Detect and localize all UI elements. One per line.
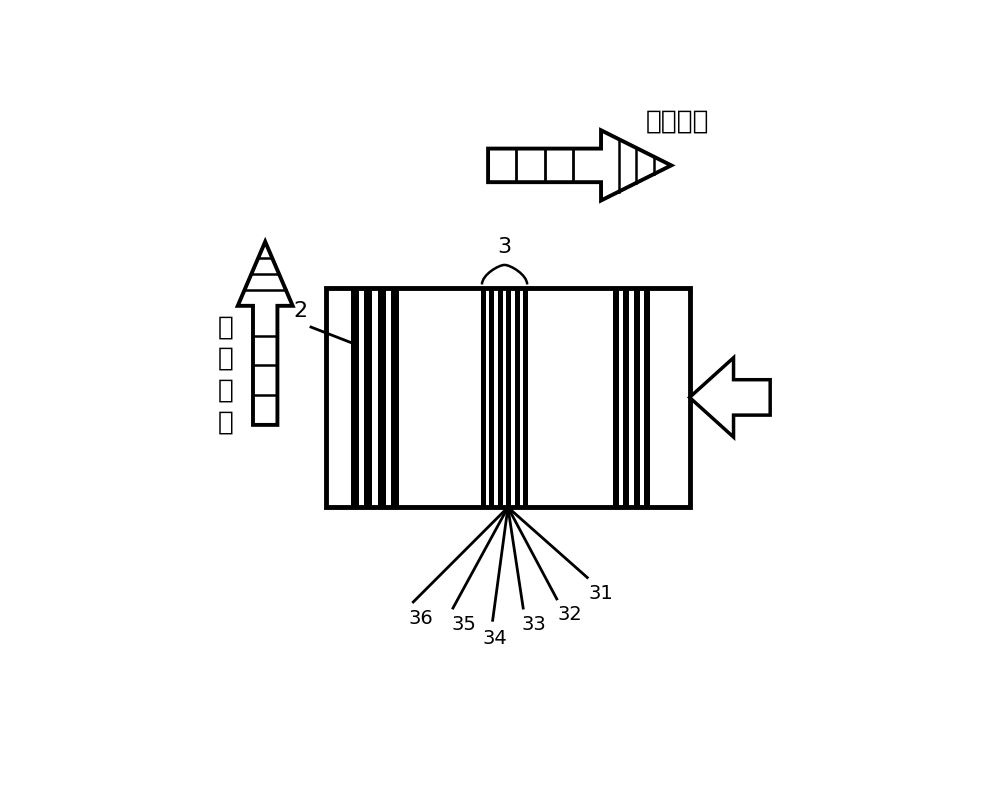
Bar xyxy=(326,288,690,508)
Bar xyxy=(613,288,619,508)
Text: 第一方向: 第一方向 xyxy=(646,109,709,135)
Bar xyxy=(634,288,640,508)
Bar xyxy=(489,288,494,508)
Text: 35: 35 xyxy=(452,615,476,634)
Text: 第: 第 xyxy=(218,314,233,340)
Bar xyxy=(623,288,629,508)
Bar xyxy=(515,288,520,508)
Bar xyxy=(498,288,503,508)
Text: 2: 2 xyxy=(294,301,308,321)
Text: 3: 3 xyxy=(497,237,512,257)
Polygon shape xyxy=(238,242,293,425)
Text: 36: 36 xyxy=(408,609,433,628)
Text: 方: 方 xyxy=(218,377,233,404)
Bar xyxy=(351,288,359,508)
Bar xyxy=(481,288,486,508)
Bar xyxy=(378,288,386,508)
Bar xyxy=(364,288,372,508)
Bar xyxy=(391,288,399,508)
Text: 向: 向 xyxy=(218,409,233,435)
Text: 二: 二 xyxy=(218,346,233,372)
Text: 34: 34 xyxy=(482,630,507,649)
Bar xyxy=(644,288,650,508)
Bar xyxy=(523,288,528,508)
Text: 31: 31 xyxy=(588,584,613,603)
Polygon shape xyxy=(488,130,671,201)
Text: 32: 32 xyxy=(558,605,583,624)
Bar xyxy=(506,288,511,508)
Polygon shape xyxy=(690,358,770,437)
Text: 33: 33 xyxy=(522,615,547,634)
